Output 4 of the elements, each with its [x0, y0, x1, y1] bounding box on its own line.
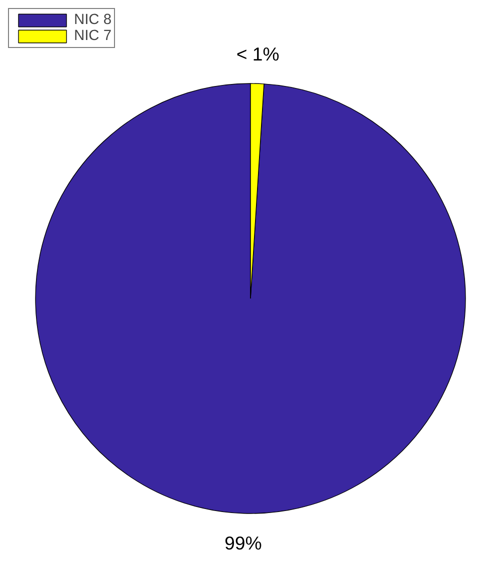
data-label: 99%	[224, 532, 262, 554]
legend-label: NIC 8	[74, 12, 112, 28]
data-label: < 1%	[236, 43, 280, 64]
legend-label: NIC 7	[74, 28, 112, 44]
